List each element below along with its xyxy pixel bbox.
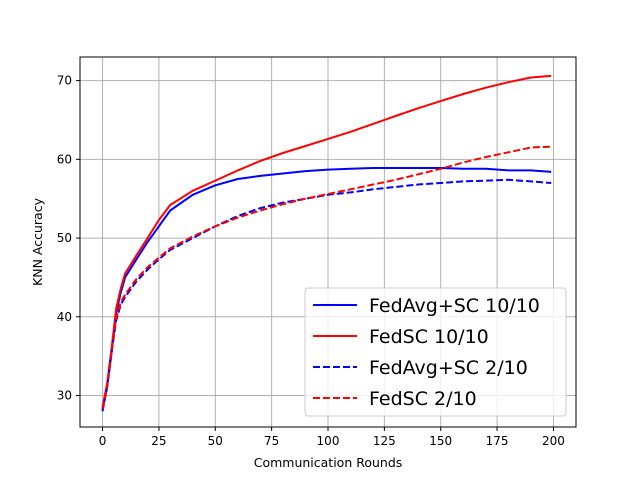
- series-line-1: [101, 167, 552, 410]
- x-tick-label: 75: [264, 434, 279, 448]
- legend: FedAvg+SC 10/10 FedSC 10/10 FedAvg+SC 2/10…: [304, 287, 567, 417]
- legend-label: FedSC 2/10: [369, 388, 477, 410]
- x-tick-label: 25: [151, 434, 166, 448]
- legend-label: FedSC 10/10: [369, 326, 489, 348]
- series-line-4: [101, 145, 552, 410]
- legend-box: [304, 287, 567, 417]
- x-tick-label: 175: [486, 434, 509, 448]
- series-lines: [101, 74, 552, 412]
- y-tick-label: 70: [57, 74, 72, 88]
- y-tick-label: 40: [57, 310, 72, 324]
- y-tick-label: 50: [57, 231, 72, 245]
- x-tick-label: 150: [429, 434, 452, 448]
- x-tick-label: 0: [99, 434, 107, 448]
- y-tick-label: 30: [57, 389, 72, 403]
- legend-label: FedAvg+SC 10/10: [369, 295, 540, 317]
- x-axis-label: Communication Rounds: [254, 455, 403, 470]
- x-tick-label: 50: [208, 434, 223, 448]
- y-axis-label: KNN Accuracy: [30, 197, 45, 286]
- y-tick-label: 60: [57, 152, 72, 166]
- series-line-2: [101, 74, 552, 408]
- series-line-3: [101, 178, 552, 412]
- legend-label: FedAvg+SC 2/10: [369, 357, 528, 379]
- x-tick-label: 200: [542, 434, 565, 448]
- axis-ticks: 0 25 50 75 100 125 150 175 200 30 40 50 60 70: [57, 74, 565, 448]
- x-tick-label: 125: [373, 434, 396, 448]
- x-tick-label: 100: [317, 434, 340, 448]
